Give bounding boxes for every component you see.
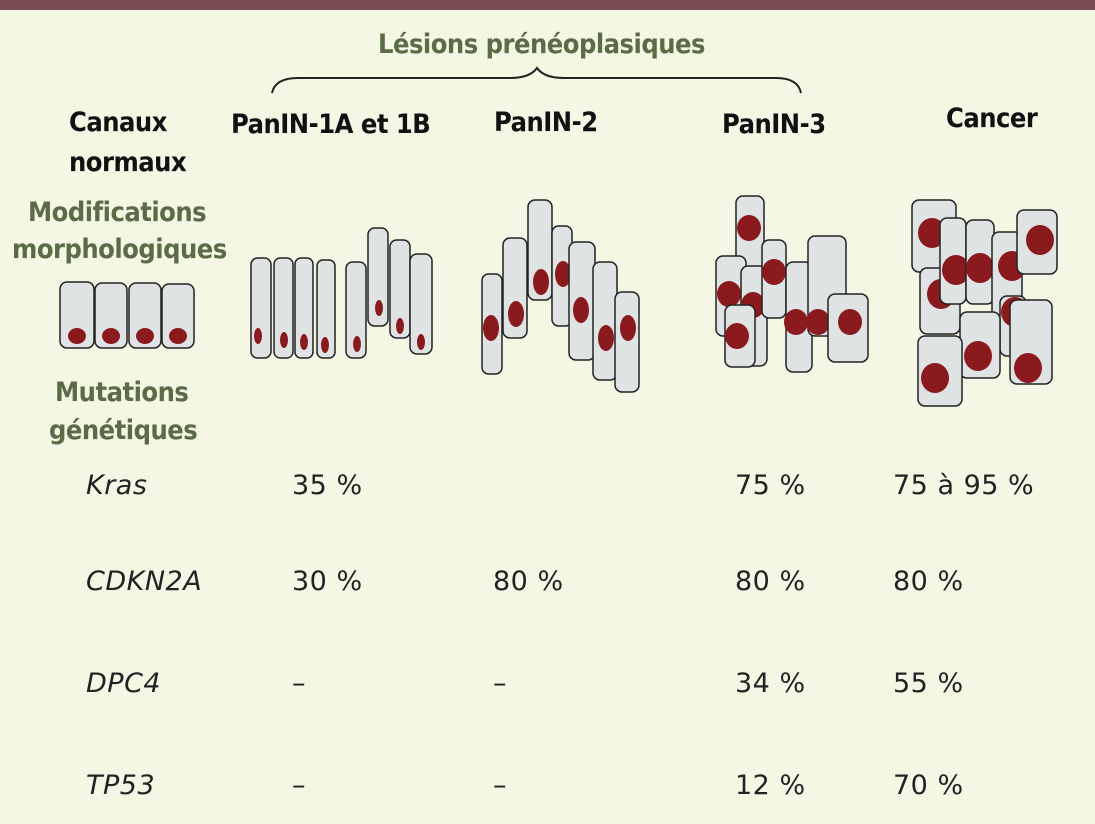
value-cell: 30 % xyxy=(292,566,363,597)
epithelial-cell xyxy=(294,257,314,359)
cell-nucleus xyxy=(573,297,589,323)
cell-nucleus xyxy=(1014,353,1042,383)
gene-name: Kras xyxy=(86,470,148,501)
brace xyxy=(271,66,802,94)
cell-nucleus xyxy=(838,309,862,335)
epithelial-cell xyxy=(273,257,294,359)
cell-nucleus xyxy=(533,269,549,295)
epithelial-cell xyxy=(161,283,195,349)
value-cell: 70 % xyxy=(893,770,964,801)
value-cell: – xyxy=(493,770,507,801)
epithelial-cell xyxy=(367,227,389,327)
cell-nucleus xyxy=(737,215,761,241)
title-lesions: Lésions prénéoplasiques xyxy=(378,29,705,60)
value-cell: 80 % xyxy=(493,566,564,597)
value-cell: 34 % xyxy=(735,668,806,699)
cell-nucleus xyxy=(483,315,499,341)
row-morpho-line2: morphologiques xyxy=(12,234,227,265)
cell-nucleus xyxy=(375,300,383,316)
epithelial-cell xyxy=(94,282,128,349)
gene-name: CDKN2A xyxy=(86,566,203,597)
cell-nucleus xyxy=(321,337,329,353)
cell-nucleus xyxy=(68,328,86,344)
cell-nucleus xyxy=(102,328,120,344)
cell-nucleus xyxy=(942,255,970,285)
cell-nucleus xyxy=(417,334,425,350)
value-cell: 35 % xyxy=(292,470,363,501)
cell-nucleus xyxy=(598,325,614,351)
col-panin2: PanIN-2 xyxy=(494,107,598,138)
value-cell: – xyxy=(292,770,306,801)
epithelial-cell xyxy=(345,261,367,359)
value-cell: – xyxy=(493,668,507,699)
cell-nucleus xyxy=(806,309,830,335)
cell-nucleus xyxy=(136,328,154,344)
value-cell: 12 % xyxy=(735,770,806,801)
epithelial-cell xyxy=(409,253,433,355)
cell-nucleus xyxy=(964,341,992,371)
row-mut-line1: Mutations xyxy=(55,377,189,408)
value-cell: 75 à 95 % xyxy=(893,470,1035,501)
col-normal-line1: Canaux xyxy=(69,107,167,138)
epithelial-cell xyxy=(59,281,95,349)
cell-nucleus xyxy=(966,253,994,283)
epithelial-cell xyxy=(250,257,272,359)
cell-nucleus xyxy=(300,334,308,350)
col-normal-line2: normaux xyxy=(69,147,187,178)
gene-name: DPC4 xyxy=(86,668,162,699)
top-bar xyxy=(0,0,1095,10)
epithelial-cell xyxy=(614,291,640,393)
cell-nucleus xyxy=(254,328,262,344)
epithelial-cell xyxy=(592,261,618,381)
cell-nucleus xyxy=(784,309,808,335)
col-panin1: PanIN-1A et 1B xyxy=(231,109,431,140)
cell-nucleus xyxy=(620,315,636,341)
col-cancer: Cancer xyxy=(946,103,1038,134)
cell-group xyxy=(59,195,1058,407)
cell-nucleus xyxy=(725,323,749,349)
cell-nucleus xyxy=(1026,225,1054,255)
value-cell: 55 % xyxy=(893,668,964,699)
cell-nucleus xyxy=(169,328,187,344)
cell-nucleus xyxy=(280,332,288,348)
cell-nucleus xyxy=(353,336,361,352)
value-cell: – xyxy=(292,668,306,699)
epithelial-cell xyxy=(316,259,336,359)
cell-nucleus xyxy=(396,318,404,334)
gene-name: TP53 xyxy=(86,770,156,801)
epithelial-cell xyxy=(128,282,162,349)
col-panin3: PanIN-3 xyxy=(722,109,826,140)
cell-nucleus xyxy=(762,259,786,285)
cell-nucleus xyxy=(555,261,571,287)
cell-nucleus xyxy=(508,301,524,327)
value-cell: 80 % xyxy=(735,566,806,597)
value-cell: 80 % xyxy=(893,566,964,597)
cell-nucleus xyxy=(918,218,946,248)
cell-nucleus xyxy=(921,363,949,393)
row-morpho-line1: Modifications xyxy=(28,197,207,228)
value-cell: 75 % xyxy=(735,470,806,501)
row-mut-line2: génétiques xyxy=(49,415,198,446)
cell-nucleus xyxy=(717,281,741,307)
